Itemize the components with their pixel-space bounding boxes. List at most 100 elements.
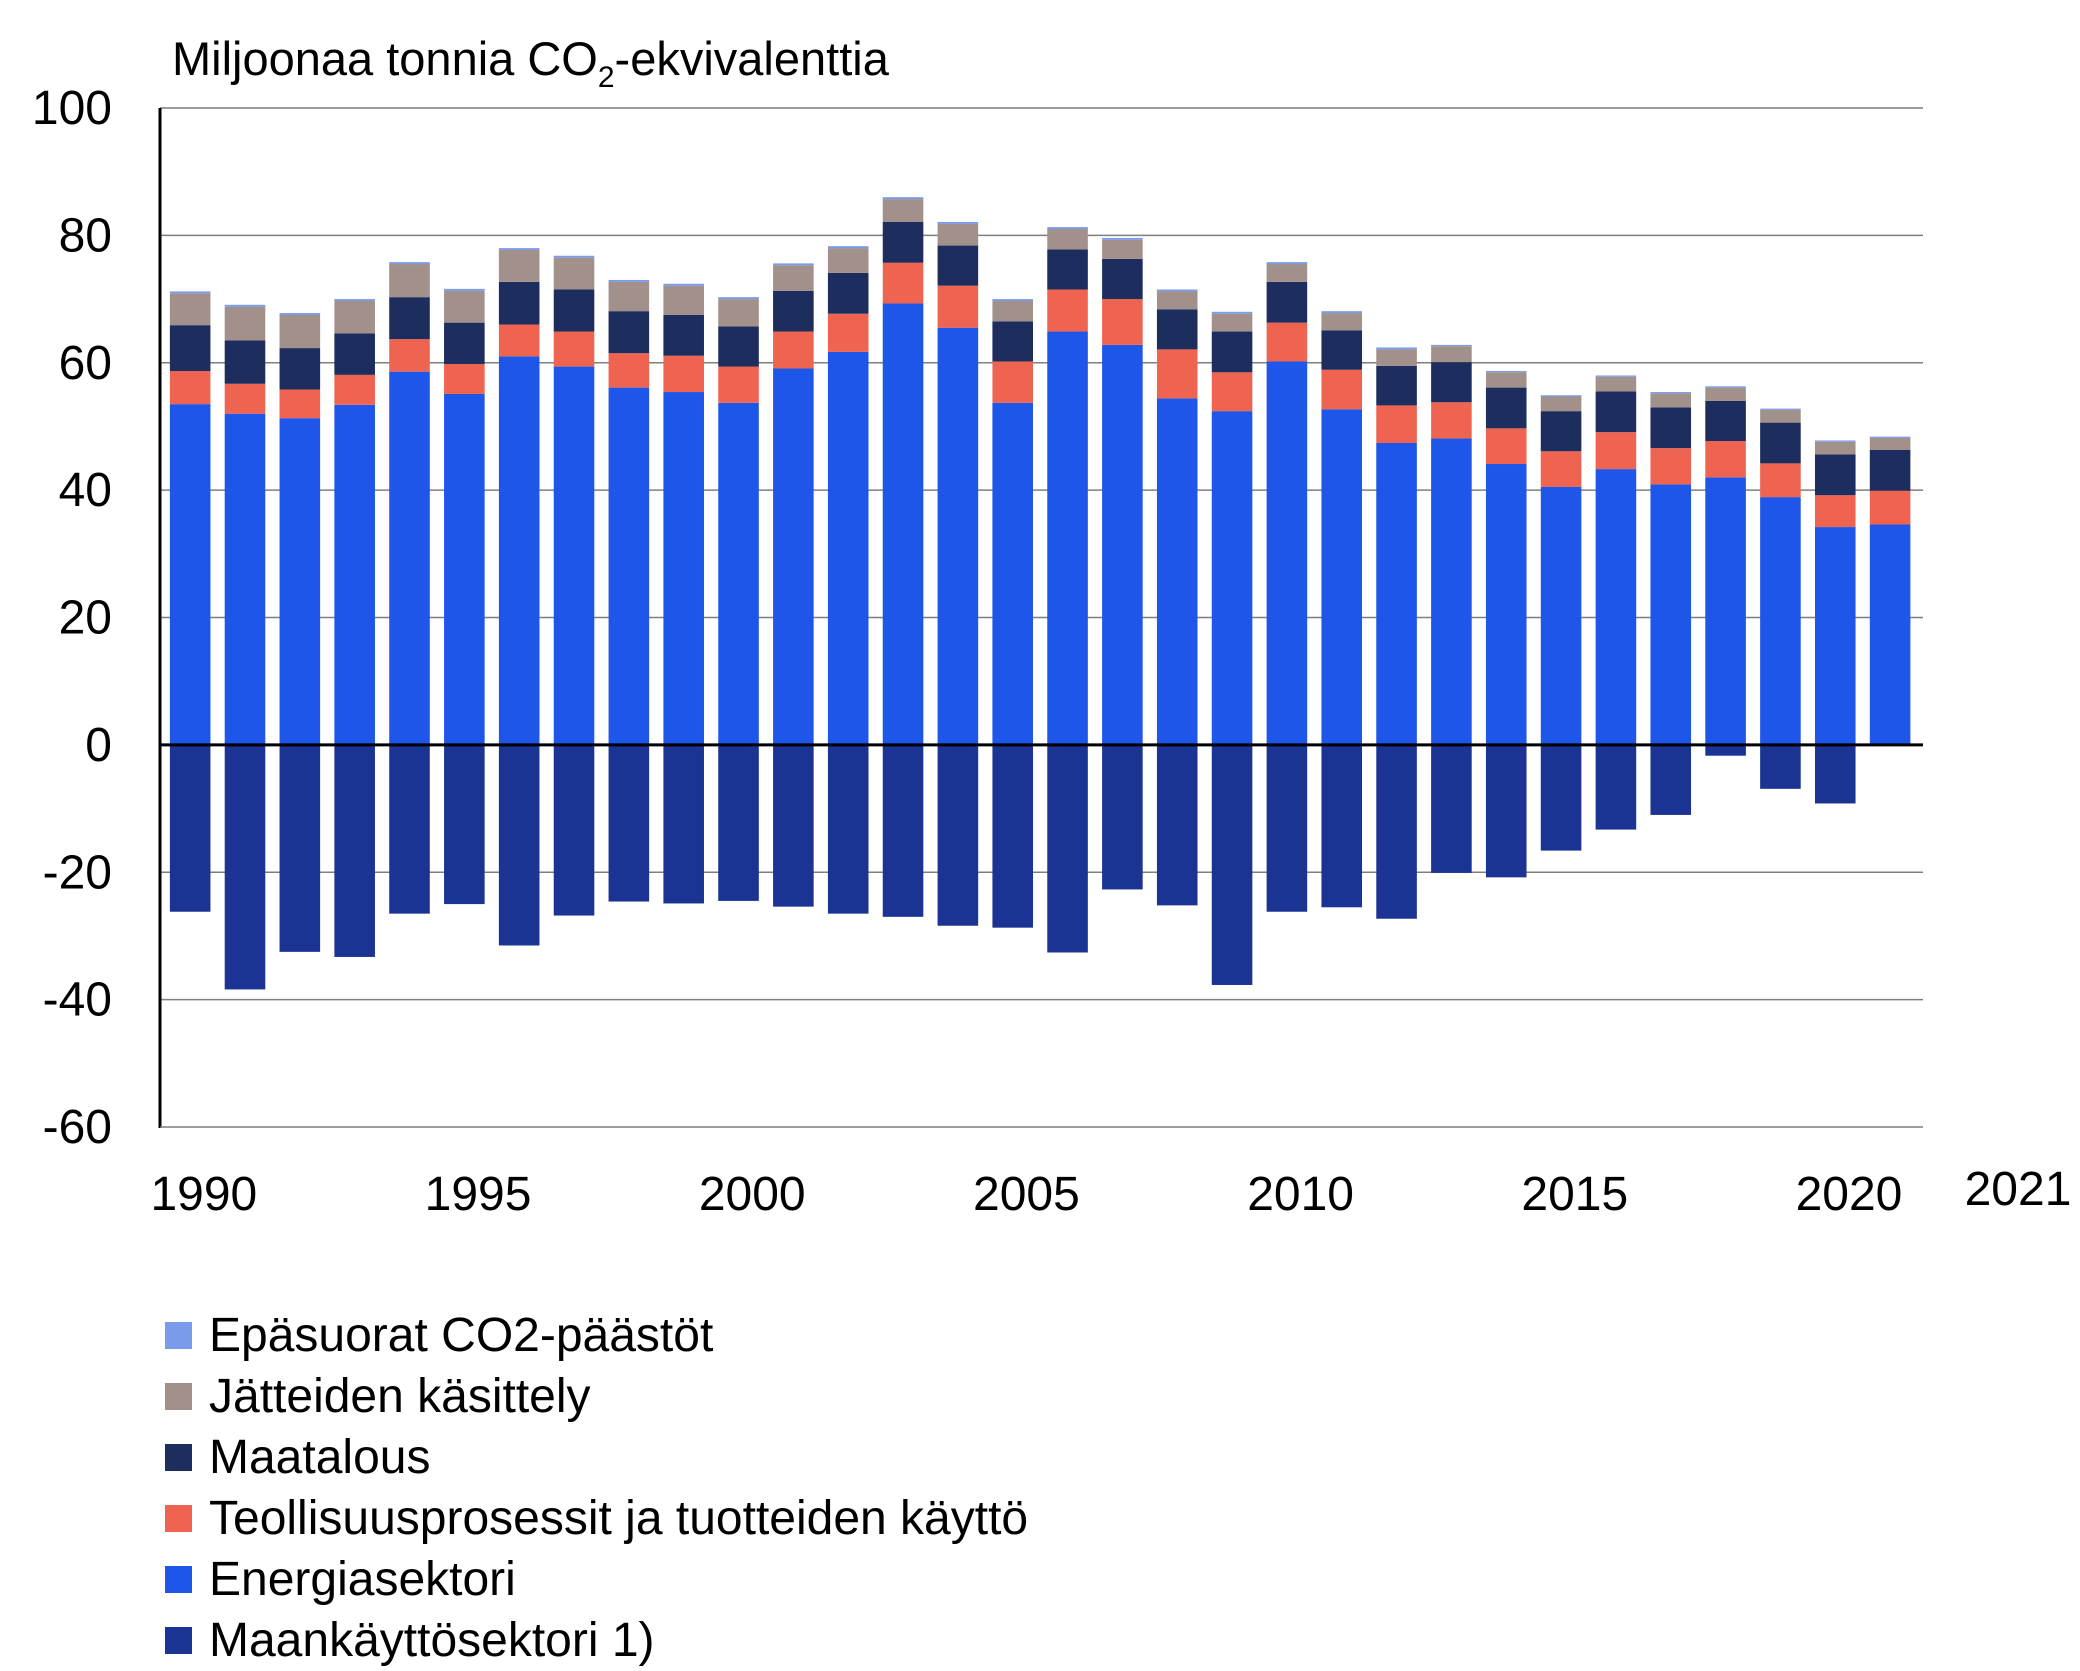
bar-segment (1595, 376, 1637, 392)
y-tick-label: 20 (59, 592, 112, 645)
bar-segment-negative (1540, 744, 1582, 851)
bar-segment (827, 272, 869, 314)
bar-segment (1869, 524, 1911, 745)
bar-segment-negative (718, 744, 759, 901)
bar-segment (608, 387, 650, 745)
bar-segment (224, 383, 266, 414)
bar-segment (1705, 477, 1746, 745)
bar-segment (827, 351, 869, 745)
bar-segment-negative (1814, 744, 1856, 804)
bar-segment (1540, 396, 1582, 412)
bar-segment (1869, 436, 1911, 438)
bar-segment (334, 299, 375, 301)
legend-swatch-waste (165, 1383, 192, 1410)
bar-segment (1211, 311, 1253, 314)
bar-segment-negative (663, 744, 704, 904)
legend-item-agriculture: Maatalous (165, 1427, 1028, 1488)
bar-segment-negative (827, 744, 869, 914)
bar-segment (1211, 331, 1253, 373)
bar-segment (1760, 409, 1801, 423)
bar-segment (389, 339, 430, 372)
bar-segment (1650, 448, 1692, 485)
bar-segment (334, 374, 375, 405)
bar-segment (334, 404, 375, 745)
bar-segment (1431, 402, 1472, 439)
bar-segment (1760, 408, 1801, 410)
legend-swatch-land-use (165, 1627, 192, 1654)
bar-segment (1156, 309, 1198, 350)
bar-segment (718, 326, 759, 367)
bar-segment (1266, 361, 1308, 745)
legend-label-indirect-co2: Epäsuorat CO2-päästöt (209, 1308, 714, 1362)
bar-segment (827, 313, 869, 352)
bar-segment (1485, 464, 1527, 745)
x-tick-label: 1990 (150, 1168, 257, 1221)
bar-segment (334, 300, 375, 334)
bar-segment (279, 418, 321, 745)
bar-segment (663, 285, 704, 315)
legend-swatch-indirect-co2 (165, 1322, 192, 1349)
bars (169, 197, 1911, 990)
bar-segment-negative (937, 744, 979, 926)
bar-segment (1650, 392, 1692, 394)
y-tick-label: 0 (85, 719, 112, 772)
bar-segment-negative (1156, 744, 1198, 906)
bar-segment-negative (224, 744, 266, 990)
bar-segment-negative (1431, 744, 1472, 873)
bar-segment-negative (1650, 744, 1692, 815)
legend-swatch-energy (165, 1566, 192, 1593)
bar-segment (1705, 387, 1746, 401)
bar-segment (1047, 289, 1088, 332)
axes (158, 108, 1923, 1128)
bar-segment (937, 327, 979, 745)
bar-segment (1485, 428, 1527, 465)
y-tick-label: -60 (43, 1101, 112, 1154)
bar-segment (1211, 411, 1253, 745)
bar-segment (1376, 405, 1417, 443)
bar-segment (1595, 469, 1637, 745)
bar-segment (773, 290, 814, 332)
bar-segment (444, 290, 485, 323)
bar-segment (389, 264, 430, 298)
bar-segment (224, 340, 266, 384)
legend-item-waste: Jätteiden käsittely (165, 1366, 1028, 1427)
bar-segment (773, 368, 814, 745)
x-tick-label: 2021 (1965, 1163, 2072, 1216)
legend: Epäsuorat CO2-päästöt Jätteiden käsittel… (165, 1305, 1028, 1671)
bar-segment (553, 257, 595, 290)
bar-segment (1047, 229, 1088, 250)
bar-segment (1321, 369, 1363, 410)
bar-segment (553, 331, 595, 367)
bar-segment-negative (334, 744, 375, 957)
bar-segment-negative (1211, 744, 1253, 985)
bar-segment (1814, 495, 1856, 528)
bar-segment (992, 361, 1034, 403)
bar-segment (389, 297, 430, 340)
bar-segment (1650, 393, 1692, 408)
bar-segment (224, 304, 266, 307)
bar-segment (279, 389, 321, 419)
bar-segment (1211, 372, 1253, 412)
bar-segment (937, 223, 979, 246)
x-tick-label: 2020 (1796, 1168, 1903, 1221)
bar-segment (663, 392, 704, 745)
bar-segment (718, 297, 759, 300)
bar-segment (1321, 313, 1363, 331)
bar-segment (1047, 227, 1088, 230)
bar-segment-negative (1760, 744, 1801, 789)
bar-segment (1814, 440, 1856, 442)
bar-segment (169, 291, 211, 294)
bar-segment (773, 265, 814, 291)
bar-segment (1376, 347, 1417, 350)
bar-segment (663, 283, 704, 286)
bar-segment (444, 288, 485, 291)
bar-segment-negative (992, 744, 1034, 928)
bar-segment (553, 255, 595, 258)
y-tick-label: 100 (32, 82, 112, 135)
bar-segment (1266, 264, 1308, 282)
bar-segment (553, 289, 595, 332)
bar-segment-negative (773, 744, 814, 907)
legend-swatch-industry (165, 1505, 192, 1532)
bar-segment (1705, 441, 1746, 478)
bar-segment (663, 314, 704, 356)
